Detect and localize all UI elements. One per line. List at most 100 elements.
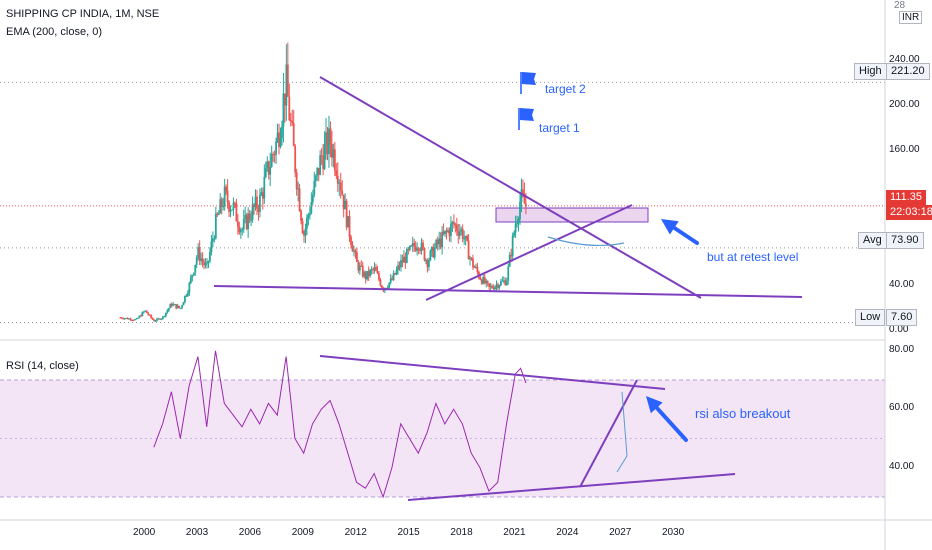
candle bbox=[247, 207, 250, 238]
candle bbox=[256, 189, 258, 216]
candle-body bbox=[380, 285, 383, 288]
price-trendlines[interactable] bbox=[213, 76, 803, 301]
candle-body bbox=[153, 319, 156, 322]
candle-body bbox=[344, 200, 347, 210]
candle-body bbox=[242, 219, 245, 230]
candle-body bbox=[353, 250, 355, 252]
candle-body bbox=[497, 284, 499, 288]
candle-body bbox=[422, 242, 424, 249]
candle bbox=[517, 216, 520, 232]
candle bbox=[148, 314, 151, 316]
avg-tag-label: Avg bbox=[858, 232, 887, 249]
candle bbox=[289, 113, 292, 127]
currency-label[interactable]: INR bbox=[899, 11, 923, 24]
candle bbox=[425, 258, 427, 265]
candle-body bbox=[232, 202, 235, 210]
candle-body bbox=[157, 318, 160, 320]
candle-body bbox=[403, 256, 405, 263]
candle bbox=[141, 311, 144, 317]
candle bbox=[417, 246, 420, 255]
rsi-breakout-annotation[interactable]: rsi also breakout bbox=[695, 406, 791, 421]
candle-body bbox=[519, 201, 521, 220]
candle bbox=[147, 311, 150, 316]
candle-body bbox=[461, 228, 464, 239]
candle-body bbox=[147, 312, 150, 315]
target-1-annotation[interactable]: target 1 bbox=[539, 121, 580, 135]
ema-indicator-label[interactable]: EMA (200, close, 0) bbox=[6, 26, 102, 38]
rsi-trendlines[interactable] bbox=[319, 355, 736, 501]
last-price-tag: 111.35 bbox=[886, 190, 927, 205]
candle bbox=[523, 182, 526, 204]
rsi-indicator-label[interactable]: RSI (14, close) bbox=[6, 360, 79, 372]
candle-body bbox=[452, 222, 455, 225]
candle-body bbox=[392, 273, 395, 280]
candle-body bbox=[197, 247, 200, 258]
candle bbox=[502, 276, 505, 284]
candle bbox=[194, 264, 197, 276]
target-flag-icon bbox=[520, 72, 536, 94]
candle bbox=[125, 317, 128, 319]
candle bbox=[267, 160, 270, 180]
candle bbox=[483, 273, 486, 285]
candle-body bbox=[247, 213, 250, 230]
candle bbox=[137, 317, 139, 319]
candle-body bbox=[467, 240, 470, 260]
candle bbox=[469, 255, 471, 266]
candle bbox=[507, 263, 510, 286]
candle bbox=[455, 217, 458, 236]
candle bbox=[452, 214, 455, 229]
candle bbox=[132, 319, 135, 321]
candle-body bbox=[269, 167, 272, 175]
rsi-support-trendline bbox=[407, 473, 736, 501]
candle bbox=[144, 310, 147, 313]
candle bbox=[391, 275, 394, 281]
candle bbox=[501, 276, 504, 282]
candle bbox=[322, 143, 324, 176]
candle bbox=[128, 318, 131, 320]
candle bbox=[414, 241, 417, 252]
candle-body bbox=[135, 318, 138, 320]
candle-body bbox=[201, 258, 204, 262]
candle-body bbox=[307, 215, 310, 218]
candle-body bbox=[264, 168, 267, 178]
candle-body bbox=[441, 231, 444, 248]
candle-body bbox=[317, 167, 320, 175]
candle-body bbox=[425, 259, 427, 261]
candle bbox=[373, 262, 376, 274]
candle-body bbox=[276, 132, 279, 142]
candle bbox=[447, 227, 449, 234]
candle bbox=[216, 211, 219, 218]
retest-zone-rectangle[interactable] bbox=[495, 207, 649, 223]
candle-body bbox=[448, 230, 451, 237]
target-2-annotation[interactable]: target 2 bbox=[545, 82, 586, 96]
candle bbox=[397, 261, 399, 275]
candle-body bbox=[520, 189, 523, 202]
candle-body bbox=[282, 93, 285, 127]
candle-body bbox=[504, 280, 507, 286]
candle-body bbox=[119, 317, 122, 319]
candle-body bbox=[430, 246, 433, 251]
candle-body bbox=[220, 199, 223, 208]
candle bbox=[210, 235, 213, 256]
candle bbox=[225, 184, 228, 195]
candle bbox=[426, 258, 429, 273]
candle bbox=[360, 260, 363, 268]
rsi-projection-line bbox=[616, 455, 628, 473]
target-flags bbox=[518, 72, 536, 130]
candle bbox=[508, 252, 511, 267]
candle-body bbox=[207, 260, 210, 263]
candle bbox=[286, 42, 289, 97]
candle bbox=[505, 277, 508, 286]
candle-body bbox=[488, 283, 491, 287]
candle-body bbox=[460, 228, 463, 232]
candle bbox=[494, 285, 496, 291]
retest-annotation[interactable]: but at retest level bbox=[707, 250, 799, 264]
candle-body bbox=[325, 132, 327, 145]
candle-body bbox=[476, 266, 479, 272]
candle bbox=[257, 204, 260, 221]
candle-body bbox=[494, 286, 496, 290]
rsi-tick-label: 40.00 bbox=[889, 460, 915, 472]
candle bbox=[514, 215, 517, 238]
candle bbox=[380, 284, 383, 289]
